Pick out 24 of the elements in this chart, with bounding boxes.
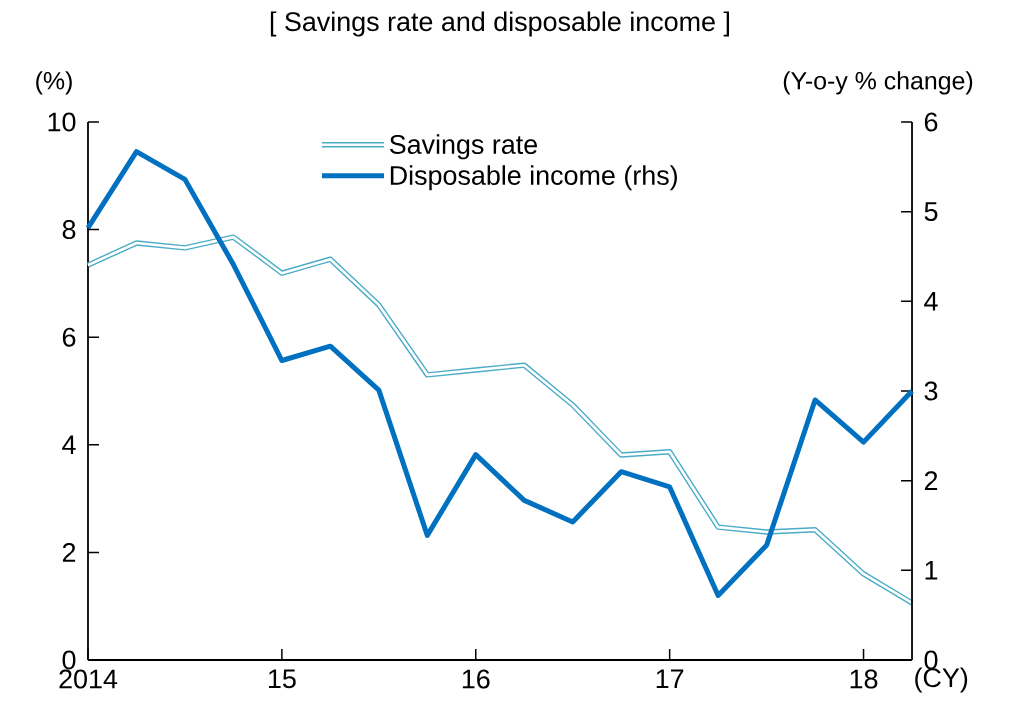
y2-tick-label: 3 (924, 381, 938, 401)
y2-tick-label: 0 (924, 650, 938, 670)
x-tick-label: 17 (656, 669, 684, 689)
y2-tick-label: 2 (924, 471, 938, 491)
legend-label: Disposable income (rhs) (390, 165, 677, 191)
y2-tick-label: 4 (924, 292, 938, 311)
legend-label: Savings rate (389, 134, 537, 160)
y-tick-label: 4 (62, 435, 76, 455)
x-axis-title: (CY) (915, 667, 968, 693)
x-tick-label: 15 (268, 669, 296, 689)
y-tick-label: 8 (62, 220, 76, 240)
y-tick-label: 0 (62, 650, 76, 670)
x-tick-label: 18 (850, 669, 878, 689)
y2-axis-title: (Y-o-y % change) (783, 71, 973, 95)
y-tick-label: 2 (62, 543, 76, 562)
y-axis-title: (%) (36, 71, 72, 95)
y2-tick-label: 5 (924, 202, 938, 222)
y2-tick-label: 1 (925, 561, 938, 580)
x-tick-label: 16 (462, 669, 490, 689)
y-tick-label: 10 (48, 112, 76, 132)
chart-title: [ Savings rate and disposable income ] (270, 11, 730, 37)
y-tick-label: 6 (62, 327, 76, 347)
y2-tick-label: 6 (924, 112, 938, 132)
x-tick-label: 2014 (59, 669, 118, 689)
